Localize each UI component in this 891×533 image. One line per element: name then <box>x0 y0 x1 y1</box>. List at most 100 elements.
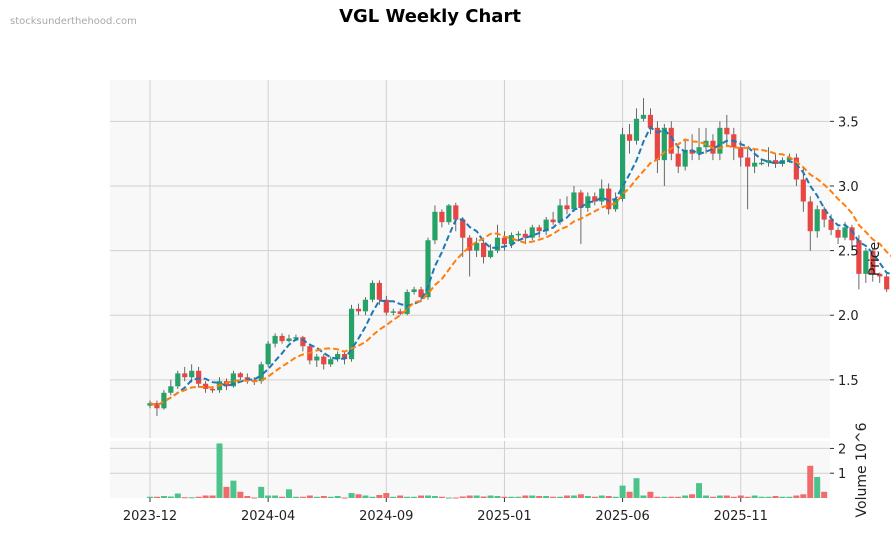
volume-bar <box>383 493 390 498</box>
volume-bar <box>466 495 473 498</box>
ma-fast-line <box>149 125 891 407</box>
volume-bar <box>202 495 209 498</box>
volume-bar <box>216 443 223 498</box>
volume-bar <box>425 495 431 498</box>
candle-body <box>383 299 389 313</box>
candle-body <box>154 403 160 409</box>
candle-body <box>884 276 890 290</box>
candle-body <box>793 157 799 180</box>
volume-bar <box>605 496 612 498</box>
volume-bar <box>348 493 355 498</box>
x-tick-label: 2025-11 <box>714 509 768 524</box>
candle-body <box>689 149 695 154</box>
volume-bar <box>334 496 341 498</box>
volume-bar <box>570 495 577 498</box>
candle-body <box>647 114 653 128</box>
candle-body <box>529 227 535 238</box>
volume-bar <box>223 486 230 498</box>
volume-bar <box>564 495 570 498</box>
candle-body <box>355 308 362 312</box>
volume-bar <box>501 496 508 498</box>
volume-bar <box>431 496 438 498</box>
volume-bar <box>591 496 598 498</box>
candle-body <box>772 160 779 165</box>
volume-bar <box>452 497 459 499</box>
x-tick-label: 2023-12 <box>123 509 177 524</box>
candle-body <box>335 353 341 360</box>
volume-bar <box>703 495 709 498</box>
candles <box>147 98 890 417</box>
candle-body <box>814 209 820 232</box>
volume-bar <box>730 496 737 498</box>
candle-body <box>536 227 542 232</box>
volume-bar <box>306 495 313 498</box>
candle-body <box>244 377 250 380</box>
volume-bar <box>709 496 716 498</box>
candle-body <box>668 127 674 154</box>
volume-bar <box>292 496 299 498</box>
volume-bar <box>397 495 404 498</box>
volume-bar <box>487 495 494 498</box>
volume-bar <box>765 496 772 498</box>
candle-body <box>404 291 410 314</box>
volume-bar <box>716 495 723 498</box>
candle-body <box>272 335 278 344</box>
volume-bar <box>800 494 807 498</box>
candle-body <box>348 308 355 360</box>
ma-slow-line <box>149 138 891 407</box>
volume-bar <box>807 465 814 498</box>
volume-bar <box>174 493 181 498</box>
candle-body <box>571 192 577 210</box>
candle-body <box>432 211 438 241</box>
candle-body <box>835 229 841 238</box>
candle-body <box>342 353 348 360</box>
volume-bar <box>251 497 258 499</box>
candle-body <box>460 219 466 238</box>
candle-body <box>863 250 869 274</box>
candle-body <box>592 196 598 202</box>
volume-bar <box>445 497 452 499</box>
volume-bar <box>584 496 591 498</box>
axes: 1.5 2.0 2.5 3.0 3.5 1 2 2023-12 2024-04 2024-09 20… <box>123 115 883 524</box>
volume-bar <box>160 496 167 498</box>
candle-body <box>800 179 806 202</box>
candle-body <box>279 335 285 342</box>
candle-body <box>314 356 320 361</box>
candle-body <box>147 403 153 406</box>
candle-body <box>182 373 188 378</box>
candle-body <box>508 235 514 245</box>
volume-bar <box>696 483 703 498</box>
candle-body <box>856 240 862 274</box>
volume-tick-label: 1 <box>838 467 846 482</box>
candle-body <box>467 237 473 251</box>
volume-bar <box>411 496 418 498</box>
candle-body <box>501 237 508 245</box>
candle-body <box>745 157 751 167</box>
candle-body <box>369 282 375 300</box>
volume-bar <box>362 495 369 498</box>
volume-bar <box>153 496 160 498</box>
volume-bar <box>550 496 557 498</box>
candle-body <box>696 147 702 154</box>
candle-body <box>828 219 834 230</box>
volume-bar <box>661 496 668 498</box>
candle-body <box>821 209 827 220</box>
volume-bar <box>689 494 696 498</box>
volume-bar <box>195 496 202 498</box>
volume-bar <box>508 496 515 498</box>
candle-body <box>230 373 236 387</box>
volume-bar <box>772 496 779 498</box>
candle-body <box>633 118 640 141</box>
candle-body <box>196 370 202 384</box>
volume-tick-label: 2 <box>838 442 846 457</box>
volume-bar <box>480 496 487 498</box>
candle-body <box>397 311 403 314</box>
volume-bar <box>369 496 376 498</box>
candle-body <box>599 188 605 202</box>
candle-body <box>640 114 647 119</box>
candle-body <box>418 289 424 298</box>
candle-body <box>626 134 633 141</box>
volume-bar <box>286 489 292 498</box>
candle-body <box>237 373 243 378</box>
candle-body <box>765 160 772 163</box>
